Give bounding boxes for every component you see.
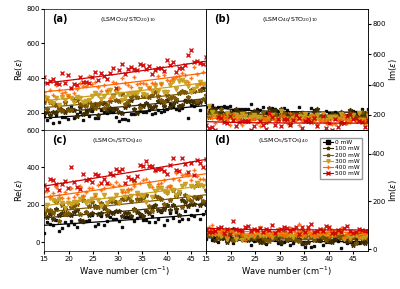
Text: (LSMO$_{5}$/STO$_{5}$)$_{40}$: (LSMO$_{5}$/STO$_{5}$)$_{40}$ [258, 136, 309, 145]
Y-axis label: Re($\varepsilon$): Re($\varepsilon$) [13, 58, 25, 81]
Y-axis label: Im($\varepsilon$): Im($\varepsilon$) [387, 58, 399, 81]
Text: (LSMO$_{20}$/STO$_{20}$)$_{10}$: (LSMO$_{20}$/STO$_{20}$)$_{10}$ [100, 15, 156, 24]
Text: (LSMO$_{40}$/STO$_{20}$)$_{10}$: (LSMO$_{40}$/STO$_{20}$)$_{10}$ [262, 15, 318, 24]
Legend: 0 mW, 100 mW, 200 mW, 300 mW, 400 mW, 500 mW: 0 mW, 100 mW, 200 mW, 300 mW, 400 mW, 50… [320, 138, 362, 179]
X-axis label: Wave number (cm$^{-1}$): Wave number (cm$^{-1}$) [242, 264, 332, 278]
Y-axis label: Im($\varepsilon$): Im($\varepsilon$) [387, 179, 399, 202]
Text: (b): (b) [214, 14, 230, 23]
Text: (d): (d) [214, 135, 230, 145]
Text: (c): (c) [52, 135, 67, 145]
X-axis label: Wave number (cm$^{-1}$): Wave number (cm$^{-1}$) [80, 264, 170, 278]
Text: (LSMO$_{5}$/STO$_{5}$)$_{40}$: (LSMO$_{5}$/STO$_{5}$)$_{40}$ [92, 136, 142, 145]
Text: (a): (a) [52, 14, 68, 23]
Y-axis label: Re($\varepsilon$): Re($\varepsilon$) [13, 179, 25, 202]
